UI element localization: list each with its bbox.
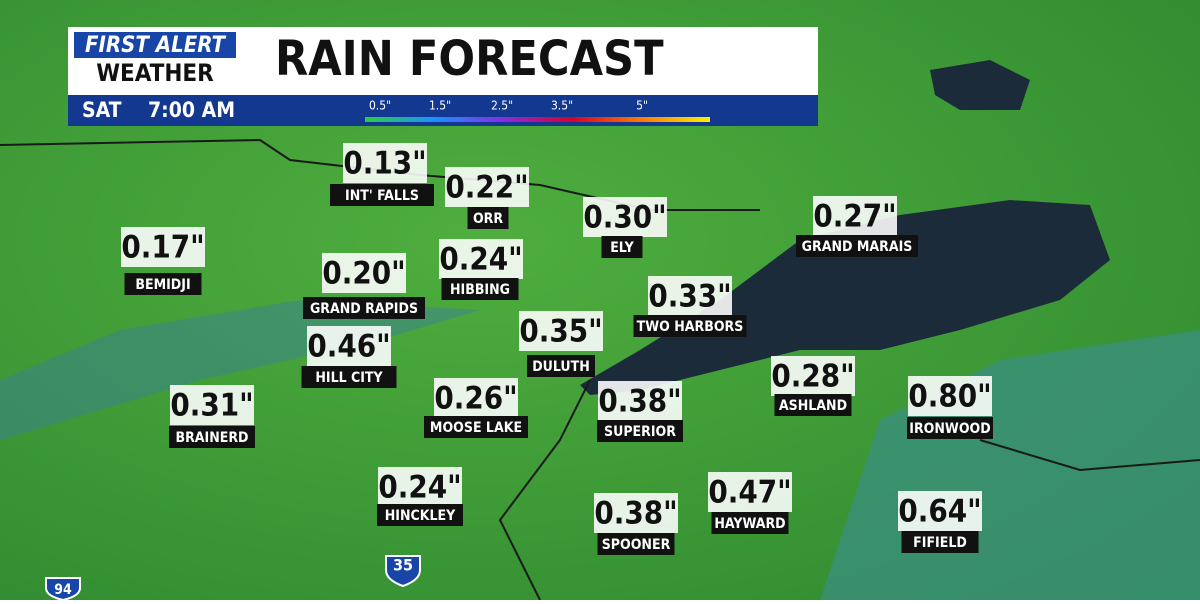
- value-box: [594, 493, 678, 533]
- rain-amount: 0.31": [170, 388, 253, 424]
- title: RAIN FORECAST: [275, 31, 664, 87]
- legend-tick: 1.5": [429, 99, 451, 113]
- rain-amount: 0.33": [648, 279, 731, 315]
- city-name: ORR: [473, 211, 503, 227]
- city-name: GRAND RAPIDS: [310, 301, 418, 317]
- city-label-box: [303, 297, 425, 319]
- city-name: SPOONER: [602, 537, 671, 553]
- city-name: INT' FALLS: [345, 188, 419, 204]
- city-name: BEMIDJI: [135, 277, 190, 293]
- city-name: TWO HARBORS: [637, 319, 744, 335]
- city-label-box: [377, 504, 463, 526]
- rain-amount: 0.46": [307, 329, 390, 365]
- rain-amount: 0.22": [445, 170, 528, 206]
- legend-tick: 2.5": [491, 99, 513, 113]
- city-label-box: [527, 355, 595, 377]
- rain-amount: 0.80": [908, 379, 991, 415]
- value-box: [378, 467, 462, 507]
- rain-amount: 0.38": [594, 496, 677, 532]
- value-box: [583, 197, 667, 237]
- city-name: BRAINERD: [175, 430, 248, 446]
- city-name: DULUTH: [532, 359, 590, 375]
- legend-tick: 5": [636, 99, 648, 113]
- city-name: SUPERIOR: [604, 424, 676, 440]
- value-box: [121, 227, 205, 267]
- rain-amount: 0.64": [898, 494, 981, 530]
- header: FIRST ALERT WEATHER RAIN FORECAST SAT 7:…: [68, 27, 818, 126]
- highway-number: 35: [393, 556, 413, 575]
- rain-amount: 0.35": [519, 314, 602, 350]
- city-name: IRONWOOD: [909, 421, 990, 437]
- value-box: [434, 378, 518, 418]
- city-label-box: [424, 416, 528, 438]
- logo-bottom: WEATHER: [96, 59, 214, 87]
- value-box: [648, 276, 732, 316]
- value-box: [170, 385, 254, 425]
- city-labels: 0.13" INT' FALLS 0.22" ORR 0.30" ELY 0.27" GRAN…: [121, 143, 993, 555]
- highway-number: 94: [54, 582, 72, 598]
- city-label-box: [124, 273, 202, 295]
- city-label-box: [711, 512, 789, 534]
- city-label-box: [169, 426, 255, 448]
- rain-amount: 0.24": [439, 242, 522, 278]
- value-box: [307, 326, 391, 366]
- logo-badge: [74, 32, 236, 58]
- legend-tick: 3.5": [551, 99, 573, 113]
- city-name: GRAND MARAIS: [802, 239, 913, 255]
- city-label-box: [441, 278, 519, 300]
- time: 7:00 AM: [148, 98, 235, 122]
- city-label-box: [774, 394, 852, 416]
- city-label-box: [633, 315, 747, 337]
- value-box: [343, 143, 427, 183]
- city-name: HILL CITY: [315, 370, 383, 386]
- logo-top: FIRST ALERT: [85, 33, 226, 58]
- rain-amount: 0.13": [343, 146, 426, 182]
- city-label-box: [301, 366, 397, 388]
- city-label-box: [901, 531, 979, 553]
- city-label-box: [907, 417, 993, 439]
- rain-amount: 0.47": [708, 475, 791, 511]
- day: SAT: [82, 98, 122, 122]
- value-box: [813, 196, 897, 236]
- legend-gradient: [365, 117, 710, 122]
- rain-amount: 0.24": [378, 470, 461, 506]
- value-box: [519, 311, 603, 351]
- city-name: HAYWARD: [714, 516, 785, 532]
- city-name: FIFIELD: [913, 535, 967, 551]
- city-label-box: [467, 207, 509, 229]
- value-box: [771, 356, 855, 396]
- city-label-box: [597, 533, 675, 555]
- value-box: [445, 167, 529, 207]
- rain-amount: 0.17": [121, 230, 204, 266]
- value-box: [322, 253, 406, 293]
- interstate-shield: [385, 555, 421, 588]
- city-name: ASHLAND: [779, 398, 847, 414]
- city-label-box: [601, 236, 643, 258]
- rain-amount: 0.28": [771, 359, 854, 395]
- city-name: MOOSE LAKE: [430, 420, 522, 436]
- city-name: HINCKLEY: [385, 508, 456, 524]
- legend-tick: 0.5": [369, 99, 391, 113]
- city-label-box: [330, 184, 434, 206]
- value-box: [439, 239, 523, 279]
- value-box: [908, 376, 992, 416]
- value-box: [598, 381, 682, 421]
- city-name: HIBBING: [450, 282, 510, 298]
- rain-amount: 0.38": [598, 384, 681, 420]
- city-name: ELY: [610, 240, 634, 256]
- value-box: [898, 491, 982, 531]
- city-label-box: [597, 420, 683, 442]
- value-box: [708, 472, 792, 512]
- rain-amount: 0.26": [434, 381, 517, 417]
- rain-amount: 0.30": [583, 200, 666, 236]
- rain-amount: 0.20": [322, 256, 405, 292]
- city-label-box: [796, 235, 918, 257]
- rain-amount: 0.27": [813, 199, 896, 235]
